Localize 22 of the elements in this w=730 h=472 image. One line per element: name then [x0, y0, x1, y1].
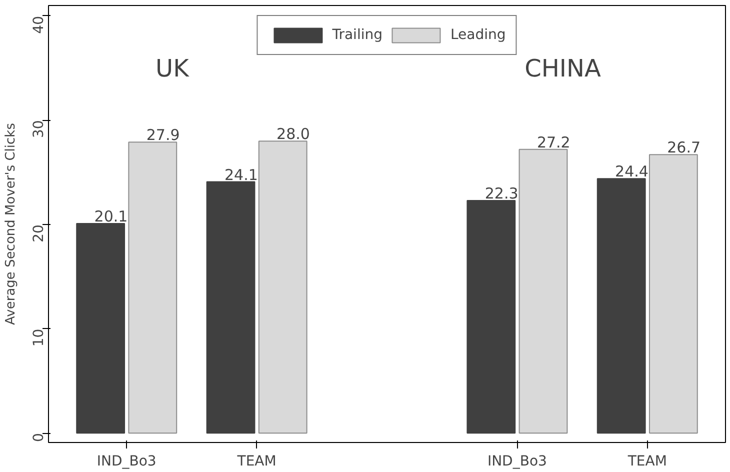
data-label: 24.1 [224, 166, 258, 184]
data-label: 26.7 [667, 138, 701, 157]
data-label: 27.9 [146, 126, 180, 144]
y-tick-label: 40 [31, 16, 47, 34]
data-label: 27.2 [536, 133, 570, 152]
y-tick-label: 20 [31, 224, 47, 242]
data-label: 28.0 [276, 125, 310, 144]
y-axis-title: Average Second Mover's Clicks [4, 122, 18, 325]
legend-label: Trailing [332, 27, 382, 43]
y-tick-label: 10 [31, 328, 47, 347]
y-tick-label: 30 [31, 120, 47, 138]
x-tick-label: TEAM [626, 454, 667, 470]
annotation: UK [156, 54, 190, 82]
x-tick-label: IND_Bo3 [96, 454, 156, 470]
y-tick-label: 0 [31, 433, 47, 442]
data-label: 22.3 [484, 184, 518, 203]
annotation: CHINA [524, 54, 602, 82]
data-label: 24.4 [615, 162, 648, 181]
legend-label: Leading [450, 27, 506, 43]
x-tick-label: TEAM [236, 454, 276, 470]
data-label: 20.1 [94, 207, 128, 226]
x-tick-label: IND_Bo3 [487, 454, 547, 470]
